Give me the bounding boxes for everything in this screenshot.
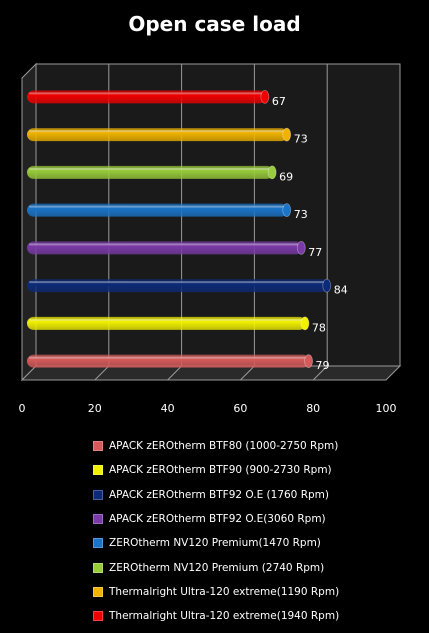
legend-item: ZEROtherm NV120 Premium(1470 Rpm) xyxy=(93,531,423,555)
data-label: 79 xyxy=(316,359,330,372)
bar-end-cap xyxy=(282,203,292,218)
bar xyxy=(27,278,332,293)
bar-highlight xyxy=(29,318,302,321)
bar-body xyxy=(27,90,266,104)
bar-body xyxy=(27,354,310,368)
bar-body xyxy=(27,128,288,142)
x-axis-ticks: 0 20 40 60 80 100 xyxy=(19,402,397,415)
data-labels-group: 79 78 84 77 73 69 73 67 xyxy=(272,95,348,372)
bar xyxy=(27,354,313,369)
bar xyxy=(27,89,270,104)
legend-label: APACK zEROtherm BTF92 O.E (1760 Rpm) xyxy=(109,488,329,501)
legend-item: APACK zEROtherm BTF80 (1000-2750 Rpm) xyxy=(93,434,423,458)
legend-swatch xyxy=(93,514,103,525)
bar-highlight xyxy=(29,356,306,359)
chart-title: Open case load xyxy=(128,12,301,36)
bar-highlight xyxy=(29,92,262,95)
x-tick-label: 20 xyxy=(88,402,102,415)
gridline-floor xyxy=(240,365,255,381)
x-tick-label: 60 xyxy=(233,402,247,415)
legend-swatch xyxy=(93,465,103,476)
data-label: 73 xyxy=(294,133,308,146)
bar-chart: 79 78 84 77 73 69 73 67 0 20 40 60 80 100 xyxy=(19,62,402,415)
bar-end-cap xyxy=(260,89,270,104)
legend-label: ZEROtherm NV120 Premium (2740 Rpm) xyxy=(109,561,325,574)
legend-item: Thermalright Ultra-120 extreme(1190 Rpm) xyxy=(93,580,423,604)
legend-label: Thermalright Ultra-120 extreme(1940 Rpm) xyxy=(109,610,340,623)
bars-group xyxy=(27,89,332,369)
legend-item: APACK zEROtherm BTF92 O.E (1760 Rpm) xyxy=(93,483,423,507)
x-tick-label: 0 xyxy=(19,402,26,415)
bar-end-cap xyxy=(267,165,277,180)
bar-body xyxy=(27,241,303,255)
bar-highlight xyxy=(29,130,284,133)
bar-body xyxy=(27,316,306,330)
bar-highlight xyxy=(29,243,299,246)
legend-item: APACK zEROtherm BTF92 O.E(3060 Rpm) xyxy=(93,507,423,531)
data-label: 73 xyxy=(294,208,308,221)
legend-label: Thermalright Ultra-120 extreme(1190 Rpm) xyxy=(109,585,340,598)
bar xyxy=(27,127,292,142)
legend-label: APACK zEROtherm BTF92 O.E(3060 Rpm) xyxy=(109,513,326,526)
legend-label: APACK zEROtherm BTF90 (900-2730 Rpm) xyxy=(109,464,332,477)
bar-highlight xyxy=(29,281,324,284)
legend-swatch xyxy=(93,441,103,452)
legend: APACK zEROtherm BTF80 (1000-2750 Rpm) APA… xyxy=(93,434,423,628)
bar xyxy=(27,203,292,218)
gridline-floor xyxy=(312,365,328,381)
legend-swatch xyxy=(93,562,103,573)
x-tick-label: 100 xyxy=(376,402,397,415)
gridline-floor xyxy=(167,365,182,381)
bar-end-cap xyxy=(296,240,306,255)
bar-end-cap xyxy=(304,354,313,369)
legend-label: ZEROtherm NV120 Premium(1470 Rpm) xyxy=(109,537,321,550)
legend-swatch xyxy=(93,538,103,549)
data-label: 84 xyxy=(334,284,348,297)
data-label: 67 xyxy=(272,95,286,108)
bar-body xyxy=(27,165,274,179)
bar-end-cap xyxy=(282,127,292,142)
bar-body xyxy=(27,279,328,293)
legend-item: ZEROtherm NV120 Premium (2740 Rpm) xyxy=(93,555,423,579)
data-label: 77 xyxy=(308,246,322,259)
x-tick-label: 80 xyxy=(306,402,320,415)
bar xyxy=(27,316,310,331)
gridline-floor xyxy=(94,365,110,381)
bar-body xyxy=(27,203,288,217)
legend-item: APACK zEROtherm BTF90 (900-2730 Rpm) xyxy=(93,458,423,482)
legend-swatch xyxy=(93,586,103,597)
x-tick-label: 40 xyxy=(161,402,175,415)
data-label: 69 xyxy=(279,170,293,183)
bar-highlight xyxy=(29,205,284,208)
plot-area xyxy=(20,62,402,382)
bar xyxy=(27,165,277,180)
floor xyxy=(20,365,402,381)
bar-highlight xyxy=(29,167,270,170)
bar-end-cap xyxy=(322,278,332,293)
bar-end-cap xyxy=(300,316,310,331)
data-label: 78 xyxy=(312,321,326,334)
side-wall xyxy=(21,62,37,382)
legend-swatch xyxy=(93,489,103,500)
bar xyxy=(27,240,306,255)
legend-item: Thermalright Ultra-120 extreme(1940 Rpm) xyxy=(93,604,423,628)
legend-label: APACK zEROtherm BTF80 (1000-2750 Rpm) xyxy=(109,440,339,453)
legend-swatch xyxy=(93,611,103,622)
